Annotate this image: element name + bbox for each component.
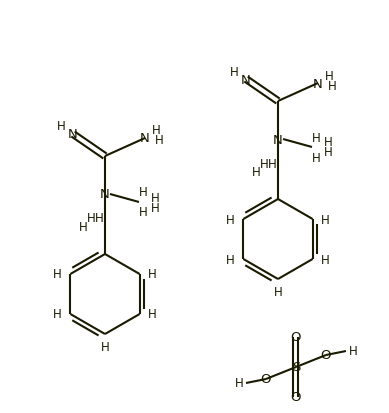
- Text: S: S: [292, 361, 300, 374]
- Text: H: H: [252, 166, 260, 179]
- Text: N: N: [313, 77, 323, 90]
- Text: H: H: [95, 212, 103, 225]
- Text: H: H: [53, 268, 62, 281]
- Text: O: O: [261, 373, 271, 386]
- Text: H: H: [101, 341, 109, 354]
- Text: H: H: [87, 212, 95, 225]
- Text: H: H: [328, 79, 336, 92]
- Text: H: H: [226, 253, 235, 266]
- Text: O: O: [321, 349, 331, 362]
- Text: H: H: [325, 69, 333, 82]
- Text: N: N: [100, 188, 110, 201]
- Text: H: H: [324, 146, 332, 159]
- Text: H: H: [152, 124, 160, 137]
- Text: H: H: [138, 206, 147, 219]
- Text: H: H: [273, 286, 282, 299]
- Text: H: H: [226, 213, 235, 226]
- Text: H: H: [138, 186, 147, 199]
- Text: H: H: [154, 134, 163, 147]
- Text: H: H: [53, 308, 62, 321]
- Text: N: N: [68, 128, 78, 141]
- Text: O: O: [291, 391, 301, 404]
- Text: H: H: [324, 136, 332, 149]
- Text: H: H: [151, 191, 159, 204]
- Text: H: H: [321, 253, 330, 266]
- Text: H: H: [312, 151, 321, 164]
- Text: H: H: [57, 120, 65, 133]
- Text: N: N: [140, 132, 150, 145]
- Text: H: H: [312, 131, 321, 144]
- Text: H: H: [79, 221, 88, 234]
- Text: H: H: [268, 157, 276, 170]
- Text: O: O: [291, 331, 301, 344]
- Text: H: H: [259, 157, 268, 170]
- Text: N: N: [273, 133, 283, 146]
- Text: H: H: [151, 201, 159, 214]
- Text: H: H: [321, 213, 330, 226]
- Text: N: N: [241, 74, 251, 86]
- Text: H: H: [148, 268, 157, 281]
- Text: H: H: [230, 65, 238, 78]
- Text: H: H: [148, 308, 157, 321]
- Text: H: H: [235, 377, 244, 389]
- Text: H: H: [349, 345, 357, 358]
